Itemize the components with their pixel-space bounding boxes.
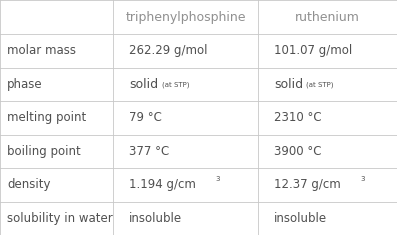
Text: 101.07 g/mol: 101.07 g/mol [274, 44, 352, 57]
Text: 1.194 g/cm: 1.194 g/cm [129, 178, 196, 191]
Text: insoluble: insoluble [274, 212, 327, 225]
Text: 377 °C: 377 °C [129, 145, 169, 158]
Text: (at STP): (at STP) [306, 82, 334, 88]
Text: 3900 °C: 3900 °C [274, 145, 322, 158]
Text: 3: 3 [215, 176, 220, 182]
Text: triphenylphosphine: triphenylphosphine [125, 11, 246, 24]
Text: 3: 3 [360, 176, 364, 182]
Text: density: density [7, 178, 51, 191]
Text: solid: solid [274, 78, 303, 91]
Text: boiling point: boiling point [7, 145, 81, 158]
Text: molar mass: molar mass [7, 44, 76, 57]
Text: (at STP): (at STP) [162, 82, 189, 88]
Text: 79 °C: 79 °C [129, 111, 162, 124]
Text: 12.37 g/cm: 12.37 g/cm [274, 178, 341, 191]
Text: phase: phase [7, 78, 43, 91]
Text: 262.29 g/mol: 262.29 g/mol [129, 44, 208, 57]
Text: insoluble: insoluble [129, 212, 182, 225]
Text: solubility in water: solubility in water [7, 212, 113, 225]
Text: ruthenium: ruthenium [295, 11, 360, 24]
Text: solid: solid [129, 78, 158, 91]
Text: 2310 °C: 2310 °C [274, 111, 322, 124]
Text: melting point: melting point [7, 111, 87, 124]
